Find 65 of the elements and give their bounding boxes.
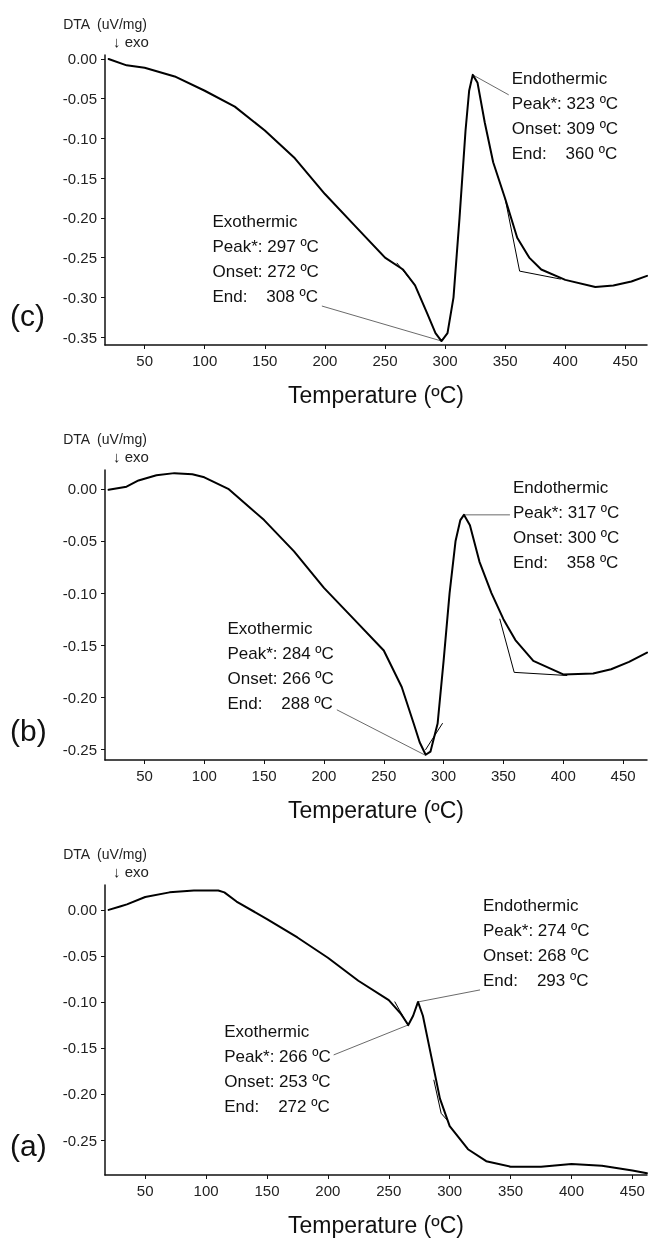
- y-tick-label: -0.25: [62, 741, 97, 759]
- x-tick-label: 300: [437, 1182, 463, 1199]
- x-tick-label: 450: [619, 1182, 645, 1199]
- x-tick-label: 50: [136, 767, 153, 784]
- x-tick-label: 350: [492, 352, 518, 369]
- x-axis-title: Temperature (ºC): [288, 796, 464, 823]
- x-tick-label: 350: [490, 767, 516, 784]
- x-tick-label: 450: [610, 767, 636, 784]
- y-tick-label: -0.05: [62, 90, 97, 108]
- y-axis-title: DTA (uV/mg): [63, 846, 147, 862]
- x-tick-label: 250: [372, 352, 398, 369]
- text: (b): [10, 713, 47, 747]
- x-tick-label: 300: [432, 352, 458, 369]
- y-axis-title: DTA (uV/mg): [63, 431, 147, 447]
- x-axis-title: Temperature (ºC): [288, 381, 464, 408]
- y-tick-label: -0.20: [62, 688, 97, 706]
- x-tick-label: 100: [193, 1182, 219, 1199]
- annotation: Exothermic Peak*: 266 ºC Onset: 253 ºC End: 272 ºC: [224, 1021, 331, 1116]
- x-tick-label: 50: [136, 352, 153, 369]
- x-tick-label: 50: [136, 1182, 154, 1199]
- y-tick-label: -0.15: [62, 169, 97, 187]
- x-tick-label: 200: [315, 1182, 341, 1199]
- x-tick-label: 400: [552, 352, 578, 369]
- x-tick-label: 350: [498, 1182, 524, 1199]
- x-tick-label: 450: [612, 352, 638, 369]
- x-tick-label: 400: [558, 1182, 584, 1199]
- x-tick-label: 400: [550, 767, 576, 784]
- y-tick-label: -0.10: [62, 584, 97, 602]
- x-tick-label: 100: [191, 767, 217, 784]
- x-tick-label: 100: [192, 352, 218, 369]
- y-tick-label: 0.00: [67, 50, 97, 68]
- annotation: Endothermic Peak*: 317 ºC Onset: 300 ºC End: 358 ºC: [512, 477, 620, 572]
- x-tick-label: 300: [431, 767, 457, 784]
- text: ↓ exo: [113, 863, 149, 880]
- text: ↓ exo: [113, 448, 149, 465]
- y-tick-label: -0.35: [62, 328, 97, 346]
- y-axis-title: DTA (uV/mg): [63, 16, 147, 32]
- y-tick-label: 0.00: [67, 480, 97, 498]
- x-tick-label: 150: [251, 767, 277, 784]
- text: (c): [10, 298, 45, 332]
- y-tick-label: -0.05: [62, 947, 97, 965]
- x-axis-title: Temperature (ºC): [288, 1211, 464, 1238]
- x-tick-label: 200: [311, 767, 337, 784]
- y-tick-label: -0.15: [62, 1039, 97, 1057]
- x-tick-label: 150: [254, 1182, 280, 1199]
- y-tick-label: -0.10: [62, 993, 97, 1011]
- x-tick-label: 250: [371, 767, 397, 784]
- text: ↓ exo: [113, 33, 149, 50]
- y-tick-label: -0.10: [62, 129, 97, 147]
- x-tick-label: 250: [376, 1182, 402, 1199]
- y-tick-label: -0.15: [62, 636, 97, 654]
- annotation: Endothermic Peak*: 274 ºC Onset: 268 ºC End: 293 ºC: [483, 895, 590, 990]
- y-tick-label: -0.20: [62, 1085, 97, 1103]
- y-tick-label: -0.25: [62, 249, 97, 267]
- y-tick-label: -0.30: [62, 288, 97, 306]
- y-tick-label: -0.20: [62, 209, 97, 227]
- x-tick-label: 150: [252, 352, 278, 369]
- text: (a): [10, 1128, 47, 1162]
- annotation: Exothermic Peak*: 297 ºC Onset: 272 ºC End: 308 ºC: [212, 212, 319, 307]
- y-tick-label: -0.25: [62, 1131, 97, 1149]
- annotation: Exothermic Peak*: 284 ºC Onset: 266 ºC End: 288 ºC: [227, 618, 334, 713]
- x-tick-label: 200: [312, 352, 338, 369]
- annotation: Endothermic Peak*: 323 ºC Onset: 309 ºC End: 360 ºC: [511, 68, 619, 163]
- y-tick-label: -0.05: [62, 532, 97, 550]
- y-tick-label: 0.00: [67, 901, 97, 919]
